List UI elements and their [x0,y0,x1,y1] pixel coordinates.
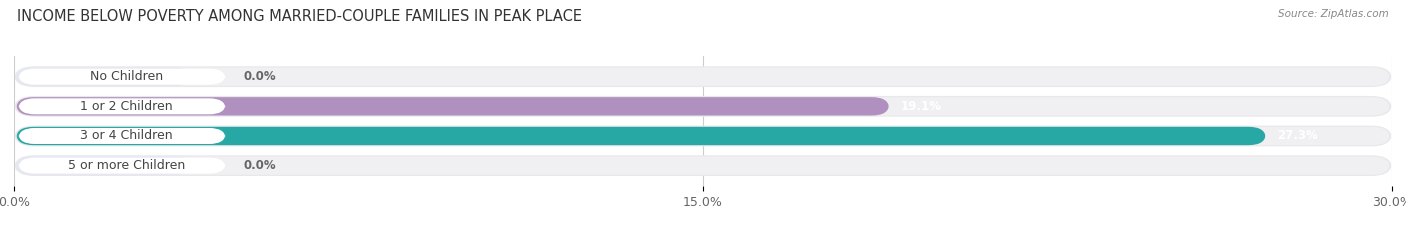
FancyBboxPatch shape [17,156,1389,175]
Text: INCOME BELOW POVERTY AMONG MARRIED-COUPLE FAMILIES IN PEAK PLACE: INCOME BELOW POVERTY AMONG MARRIED-COUPL… [17,9,582,24]
Text: Source: ZipAtlas.com: Source: ZipAtlas.com [1278,9,1389,19]
Text: No Children: No Children [90,70,163,83]
FancyBboxPatch shape [14,126,1392,146]
Text: 5 or more Children: 5 or more Children [67,159,186,172]
FancyBboxPatch shape [17,68,193,86]
FancyBboxPatch shape [17,127,1389,145]
FancyBboxPatch shape [18,98,225,114]
Text: 0.0%: 0.0% [243,159,277,172]
FancyBboxPatch shape [14,155,1392,176]
FancyBboxPatch shape [14,66,1392,87]
FancyBboxPatch shape [18,128,225,144]
Text: 3 or 4 Children: 3 or 4 Children [80,130,173,143]
Text: 1 or 2 Children: 1 or 2 Children [80,100,173,113]
FancyBboxPatch shape [17,127,1265,145]
FancyBboxPatch shape [18,69,225,85]
FancyBboxPatch shape [17,156,193,175]
FancyBboxPatch shape [17,97,1389,116]
Text: 19.1%: 19.1% [900,100,942,113]
FancyBboxPatch shape [18,158,225,174]
FancyBboxPatch shape [17,97,889,116]
FancyBboxPatch shape [17,68,1389,86]
Text: 0.0%: 0.0% [243,70,277,83]
Text: 27.3%: 27.3% [1277,130,1317,143]
FancyBboxPatch shape [14,96,1392,117]
